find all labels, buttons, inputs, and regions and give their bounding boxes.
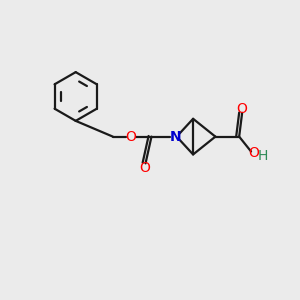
Text: H: H bbox=[257, 149, 268, 163]
Text: N: N bbox=[169, 130, 181, 144]
Text: O: O bbox=[125, 130, 136, 144]
Text: O: O bbox=[237, 102, 248, 116]
Text: O: O bbox=[249, 146, 260, 160]
Text: O: O bbox=[140, 161, 150, 175]
